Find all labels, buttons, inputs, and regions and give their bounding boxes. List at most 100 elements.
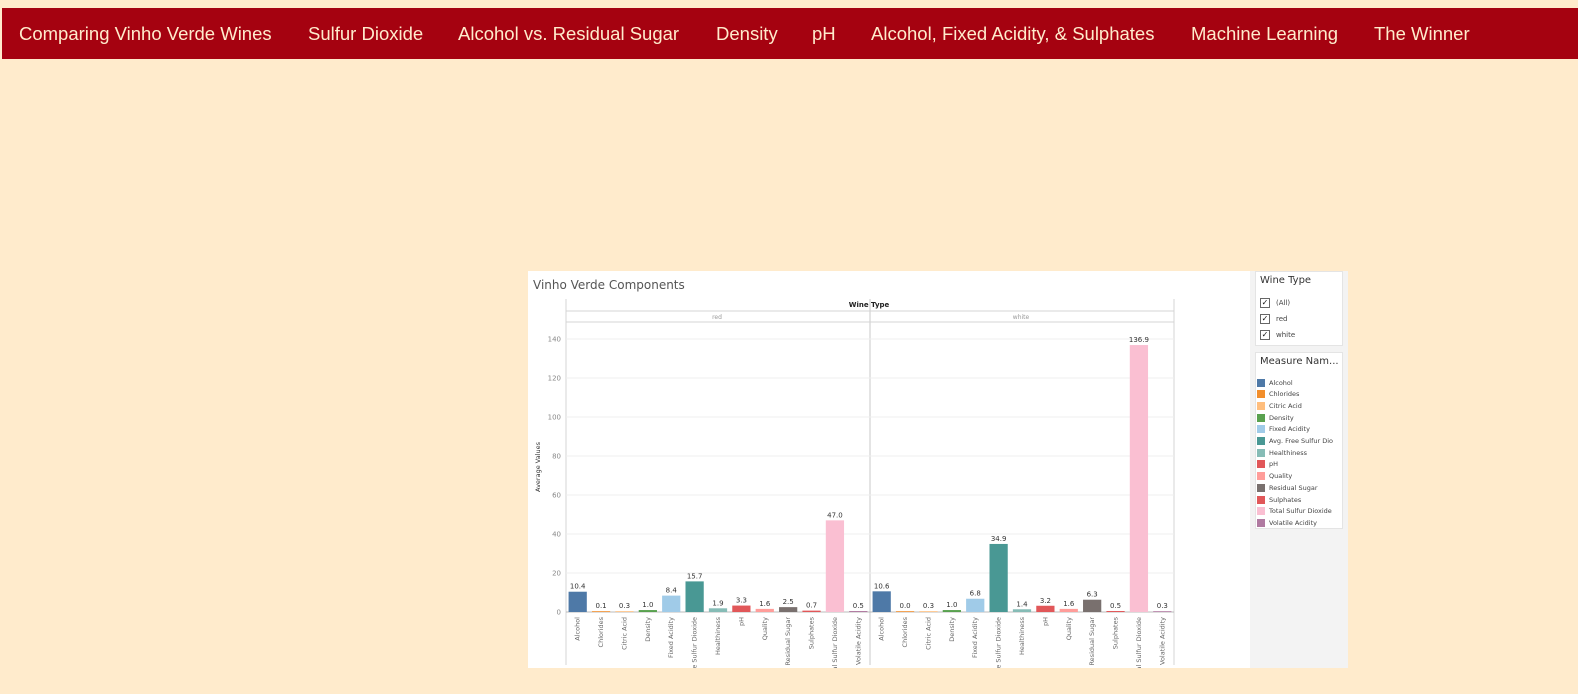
nav-machine-learning[interactable]: Machine Learning bbox=[1191, 23, 1339, 44]
x-tick-label: Fixed Acidity bbox=[971, 617, 979, 658]
data-label: 0.1 bbox=[596, 602, 607, 610]
legend-label: Volatile Acidity bbox=[1269, 518, 1317, 527]
x-tick-label: Sulphates bbox=[1112, 616, 1120, 649]
bar-white-2 bbox=[919, 611, 938, 612]
filter-option-white[interactable]: ✓ white bbox=[1260, 328, 1295, 342]
filter-label-white: white bbox=[1276, 331, 1296, 339]
legend-swatch bbox=[1257, 437, 1265, 445]
nav-the-winner[interactable]: The Winner bbox=[1374, 23, 1470, 44]
bar-white-4 bbox=[966, 598, 985, 612]
x-tick-label: Healthiness bbox=[714, 616, 722, 655]
legend-swatch bbox=[1257, 472, 1265, 481]
data-label: 6.8 bbox=[970, 590, 981, 598]
nav-density[interactable]: Density bbox=[716, 23, 778, 44]
y-tick-label: 140 bbox=[548, 336, 561, 344]
filter-label-red: red bbox=[1276, 315, 1288, 323]
legend-label: Quality bbox=[1269, 472, 1293, 481]
data-label: 34.9 bbox=[991, 535, 1007, 543]
legend-item[interactable]: Chlorides bbox=[1257, 389, 1299, 400]
legend-item[interactable]: Residual Sugar bbox=[1257, 482, 1318, 493]
filter-option-red[interactable]: ✓ red bbox=[1260, 312, 1287, 326]
wine-type-filter: Wine Type ✓ (All) ✓ red ✓ white bbox=[1255, 271, 1343, 346]
data-label: 0.7 bbox=[806, 602, 817, 610]
x-tick-label: Fixed Acidity bbox=[667, 617, 675, 658]
legend-item[interactable]: Density bbox=[1257, 412, 1294, 423]
legend-swatch bbox=[1257, 460, 1265, 469]
x-tick-label: Volatile Acidity bbox=[854, 617, 862, 665]
legend-item[interactable]: Avg. Free Sulfur Dio bbox=[1257, 436, 1333, 447]
data-label: 136.9 bbox=[1129, 336, 1149, 344]
legend-swatch bbox=[1257, 401, 1265, 410]
data-label: 10.6 bbox=[874, 582, 890, 590]
bar-red-10 bbox=[802, 610, 821, 612]
nav-alcohol-vs-residual-sugar[interactable]: Alcohol vs. Residual Sugar bbox=[458, 23, 680, 44]
legend-label: Total Sulfur Dioxide bbox=[1269, 507, 1332, 516]
x-tick-label: Volatile Acidity bbox=[1158, 617, 1166, 665]
nav-ph[interactable]: pH bbox=[812, 23, 836, 44]
legend-item[interactable]: Healthiness bbox=[1257, 447, 1307, 458]
checkbox-red[interactable]: ✓ bbox=[1260, 314, 1270, 324]
bar-red-3 bbox=[638, 610, 657, 612]
bar-white-5 bbox=[989, 543, 1008, 612]
x-tick-label: Sulphates bbox=[808, 616, 816, 649]
x-tick-label: Citric Acid bbox=[620, 617, 628, 650]
data-label: 0.5 bbox=[853, 602, 864, 610]
legend-swatch bbox=[1257, 425, 1265, 434]
legend-item[interactable]: Sulphates bbox=[1257, 494, 1301, 505]
x-tick-label: Avg. Free Sulfur Dioxide bbox=[995, 617, 1003, 668]
panel-header-white: white bbox=[1013, 314, 1030, 321]
checkbox-all[interactable]: ✓ bbox=[1260, 298, 1270, 308]
bar-red-8 bbox=[755, 608, 774, 612]
bar-red-4 bbox=[662, 595, 681, 612]
checkbox-white[interactable]: ✓ bbox=[1260, 330, 1270, 340]
legend-item[interactable]: Quality bbox=[1257, 471, 1292, 482]
y-tick-label: 40 bbox=[552, 531, 561, 539]
y-tick-label: 20 bbox=[552, 570, 561, 578]
bar-white-10 bbox=[1106, 611, 1125, 612]
bar-white-11 bbox=[1129, 345, 1149, 612]
data-label: 1.6 bbox=[1063, 600, 1075, 608]
bar-red-9 bbox=[779, 607, 798, 612]
nav-alcohol-fixed-acidity-sulphates[interactable]: Alcohol, Fixed Acidity, & Sulphates bbox=[871, 23, 1155, 44]
legend-label: Avg. Free Sulfur Dio bbox=[1269, 437, 1334, 445]
tableau-dashboard: Vinho Verde Components Wine Type red whi… bbox=[528, 271, 1348, 668]
x-tick-label: Alcohol bbox=[878, 617, 886, 641]
x-tick-label: Density bbox=[644, 617, 652, 642]
legend-swatch bbox=[1257, 507, 1265, 516]
x-tick-label: Total Sulfur Dioxide bbox=[1135, 617, 1143, 668]
bar-white-12 bbox=[1153, 611, 1172, 612]
data-label: 47.0 bbox=[827, 511, 843, 519]
legend-item[interactable]: Total Sulfur Dioxide bbox=[1257, 506, 1332, 517]
legend-swatch bbox=[1257, 378, 1265, 387]
dashboard-title: Vinho Verde Components bbox=[533, 278, 685, 292]
filter-title: Wine Type bbox=[1260, 275, 1312, 286]
legend-label: Fixed Acidity bbox=[1269, 425, 1310, 434]
data-label: 3.3 bbox=[736, 597, 747, 605]
x-tick-label: Alcohol bbox=[574, 617, 582, 641]
legend-swatch bbox=[1257, 390, 1265, 399]
top-navbar: Comparing Vinho Verde Wines Sulfur Dioxi… bbox=[2, 8, 1578, 59]
legend-item[interactable]: Citric Acid bbox=[1257, 400, 1302, 411]
y-tick-label: 60 bbox=[552, 492, 561, 500]
y-tick-label: 100 bbox=[548, 414, 561, 422]
legend-item[interactable]: Alcohol bbox=[1257, 377, 1293, 388]
legend-label: Healthiness bbox=[1269, 448, 1308, 457]
x-tick-label: Residual Sugar bbox=[1088, 617, 1096, 666]
legend-item[interactable]: Fixed Acidity bbox=[1257, 424, 1310, 435]
bar-red-6 bbox=[708, 608, 728, 612]
legend-swatch bbox=[1257, 448, 1265, 457]
data-label: 10.4 bbox=[570, 583, 586, 591]
bar-chart: Wine Type red white Average Values 0 20 40… bbox=[534, 299, 1175, 668]
y-tick-label: 120 bbox=[548, 375, 561, 383]
legend-item[interactable]: Volatile Acidity bbox=[1257, 517, 1317, 528]
legend-item[interactable]: pH bbox=[1257, 459, 1278, 470]
y-axis-label: Average Values bbox=[534, 441, 542, 492]
nav-comparing-vinho-verde-wines[interactable]: Comparing Vinho Verde Wines bbox=[19, 23, 272, 44]
data-label: 8.4 bbox=[666, 587, 678, 595]
nav-sulfur-dioxide[interactable]: Sulfur Dioxide bbox=[308, 23, 424, 44]
legend-label: Chlorides bbox=[1269, 390, 1300, 399]
filter-option-all[interactable]: ✓ (All) bbox=[1260, 296, 1290, 310]
x-tick-label: pH bbox=[1041, 617, 1049, 626]
data-label: 1.4 bbox=[1016, 600, 1028, 608]
legend-label: Citric Acid bbox=[1269, 401, 1302, 410]
